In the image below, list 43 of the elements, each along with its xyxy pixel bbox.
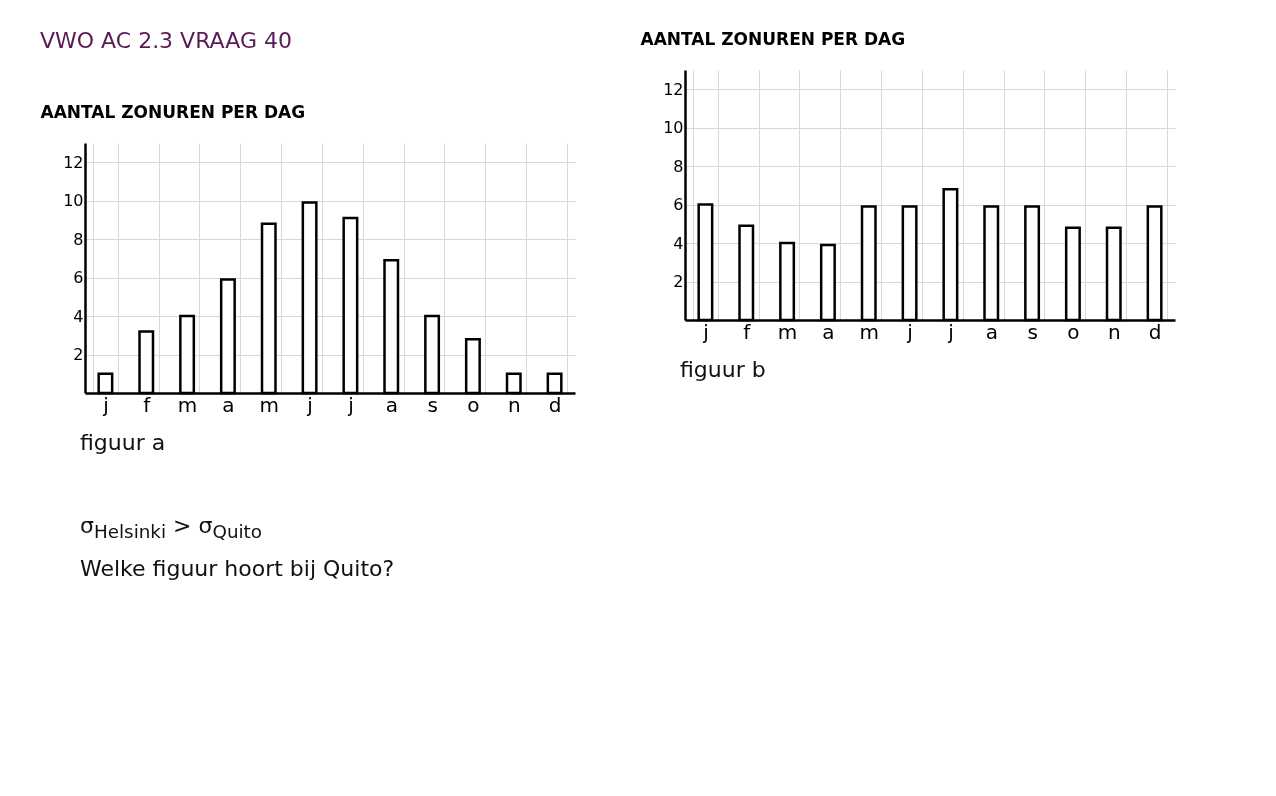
- text: σ$_{Helsinki}$ > σ$_{Quito}$: [80, 512, 263, 545]
- y-tick-label: 10: [663, 118, 684, 138]
- x-tick-label: f: [143, 392, 152, 417]
- x-tick-label: m: [777, 319, 798, 344]
- text: figuur b: [680, 356, 767, 384]
- x-tick-label: d: [1148, 319, 1162, 344]
- x-tick-label: s: [1027, 319, 1038, 344]
- x-tick-label: m: [259, 392, 279, 417]
- x-tick-label: j: [306, 392, 313, 417]
- y-tick-label: 6: [673, 195, 684, 215]
- x-tick-label: n: [507, 392, 521, 417]
- x-tick-label: f: [743, 319, 752, 344]
- y-tick-label: 6: [73, 268, 84, 288]
- x-tick-label: a: [985, 319, 998, 344]
- y-tick-label: 8: [73, 229, 84, 249]
- x-tick-label: j: [347, 392, 354, 417]
- x-tick-label: n: [1107, 319, 1121, 344]
- y-tick-label: 10: [63, 191, 84, 211]
- y-tick-label: 2: [73, 345, 84, 365]
- x-tick-label: j: [102, 392, 109, 417]
- y-tick-label: 4: [73, 306, 84, 326]
- x-tick-label: j: [906, 319, 913, 344]
- y-tick-label: 12: [663, 79, 684, 99]
- y-tick-label: 8: [673, 156, 684, 176]
- y-axis-title: AANTAL ZONUREN PER DAG: [40, 101, 306, 122]
- x-tick-label: m: [859, 319, 879, 344]
- x-tick-label: o: [467, 392, 480, 417]
- x-tick-label: m: [177, 392, 198, 417]
- x-tick-label: a: [385, 392, 398, 417]
- x-tick-label: j: [947, 319, 954, 344]
- x-tick-label: o: [1067, 319, 1080, 344]
- text: figuur a: [80, 429, 167, 457]
- y-tick-label: 2: [673, 272, 684, 292]
- chart-title: VWO AC 2.3 VRAAG 40: [40, 28, 292, 53]
- x-tick-label: a: [822, 319, 835, 344]
- x-tick-label: s: [427, 392, 438, 417]
- x-tick-label: d: [548, 392, 562, 417]
- y-tick-label: 12: [63, 152, 84, 172]
- text: Welke figuur hoort bij Quito?: [80, 554, 396, 583]
- y-axis-title: AANTAL ZONUREN PER DAG: [640, 28, 906, 49]
- y-tick-label: 4: [673, 233, 684, 253]
- x-tick-label: a: [222, 392, 235, 417]
- x-tick-label: j: [702, 319, 709, 344]
